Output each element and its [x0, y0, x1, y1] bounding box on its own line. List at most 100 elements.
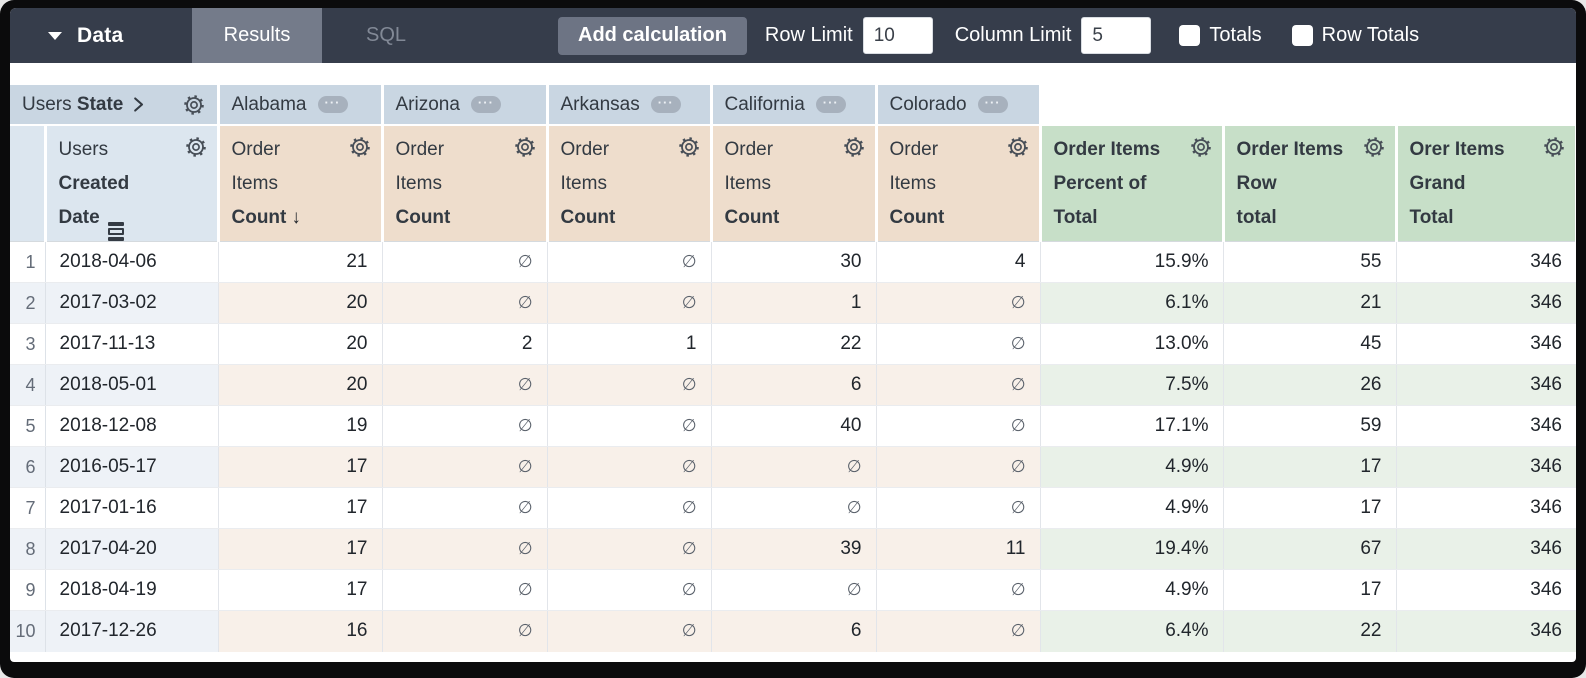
date-cell[interactable]: 2018-12-08: [45, 405, 219, 447]
value-cell[interactable]: 346: [1396, 569, 1576, 611]
value-cell[interactable]: 20: [218, 323, 383, 365]
value-cell[interactable]: ∅: [547, 364, 712, 406]
value-cell[interactable]: 17: [1223, 446, 1397, 488]
date-granularity-icon[interactable]: [107, 222, 124, 241]
column-header-grand-total[interactable]: Orer Items Grand Total: [1396, 125, 1576, 242]
value-cell[interactable]: 4.9%: [1040, 446, 1224, 488]
value-cell[interactable]: 22: [1223, 610, 1397, 652]
value-cell[interactable]: 59: [1223, 405, 1397, 447]
gear-icon[interactable]: [843, 136, 865, 158]
ellipsis-menu-icon[interactable]: ···: [977, 96, 1008, 113]
value-cell[interactable]: ∅: [876, 364, 1041, 406]
value-cell[interactable]: ∅: [876, 487, 1041, 529]
value-cell[interactable]: 55: [1223, 241, 1397, 283]
value-cell[interactable]: 346: [1396, 610, 1576, 652]
value-cell[interactable]: 40: [711, 405, 877, 447]
value-cell[interactable]: 26: [1223, 364, 1397, 406]
value-cell[interactable]: 1: [711, 282, 877, 324]
gear-icon[interactable]: [678, 136, 700, 158]
value-cell[interactable]: ∅: [382, 364, 548, 406]
value-cell[interactable]: 39: [711, 528, 877, 570]
value-cell[interactable]: 45: [1223, 323, 1397, 365]
value-cell[interactable]: ∅: [547, 610, 712, 652]
value-cell[interactable]: 16: [218, 610, 383, 652]
value-cell[interactable]: ∅: [382, 610, 548, 652]
value-cell[interactable]: 20: [218, 364, 383, 406]
value-cell[interactable]: ∅: [876, 282, 1041, 324]
gear-icon[interactable]: [1363, 136, 1385, 158]
value-cell[interactable]: 346: [1396, 323, 1576, 365]
value-cell[interactable]: 4.9%: [1040, 569, 1224, 611]
date-cell[interactable]: 2017-11-13: [45, 323, 219, 365]
gear-icon[interactable]: [1190, 136, 1212, 158]
value-cell[interactable]: 21: [1223, 282, 1397, 324]
value-cell[interactable]: ∅: [876, 610, 1041, 652]
value-cell[interactable]: ∅: [382, 405, 548, 447]
value-cell[interactable]: 19.4%: [1040, 528, 1224, 570]
value-cell[interactable]: 4.9%: [1040, 487, 1224, 529]
value-cell[interactable]: 17: [1223, 569, 1397, 611]
date-cell[interactable]: 2018-04-19: [45, 569, 219, 611]
column-header-order-items-count[interactable]: Order Items Count: [547, 125, 713, 242]
value-cell[interactable]: ∅: [876, 405, 1041, 447]
gear-icon[interactable]: [185, 136, 207, 158]
gear-icon[interactable]: [1543, 136, 1565, 158]
value-cell[interactable]: ∅: [876, 569, 1041, 611]
ellipsis-menu-icon[interactable]: ···: [650, 96, 681, 113]
value-cell[interactable]: ∅: [382, 569, 548, 611]
value-cell[interactable]: ∅: [382, 528, 548, 570]
row-limit-input[interactable]: [862, 17, 933, 54]
row-totals-checkbox[interactable]: [1291, 25, 1313, 46]
value-cell[interactable]: 17: [218, 446, 383, 488]
date-cell[interactable]: 2017-12-26: [45, 610, 219, 652]
value-cell[interactable]: ∅: [547, 487, 712, 529]
value-cell[interactable]: 30: [711, 241, 877, 283]
value-cell[interactable]: 346: [1396, 487, 1576, 529]
value-cell[interactable]: ∅: [711, 446, 877, 488]
value-cell[interactable]: 346: [1396, 405, 1576, 447]
value-cell[interactable]: 15.9%: [1040, 241, 1224, 283]
value-cell[interactable]: 67: [1223, 528, 1397, 570]
value-cell[interactable]: ∅: [382, 241, 548, 283]
value-cell[interactable]: ∅: [547, 282, 712, 324]
totals-checkbox[interactable]: [1179, 25, 1201, 46]
date-cell[interactable]: 2016-05-17: [45, 446, 219, 488]
value-cell[interactable]: 6: [711, 364, 877, 406]
add-calculation-button[interactable]: Add calculation: [558, 16, 747, 55]
ellipsis-menu-icon[interactable]: ···: [470, 96, 501, 113]
value-cell[interactable]: 6: [711, 610, 877, 652]
column-header-percent-of-total[interactable]: Order Items Percent of Total: [1040, 125, 1225, 242]
gear-icon[interactable]: [1007, 136, 1029, 158]
value-cell[interactable]: 17: [218, 528, 383, 570]
value-cell[interactable]: ∅: [711, 487, 877, 529]
row-totals-toggle[interactable]: Row Totals: [1291, 24, 1419, 47]
column-header-order-items-count[interactable]: Order Items Count: [876, 125, 1042, 242]
ellipsis-menu-icon[interactable]: ···: [317, 96, 348, 113]
value-cell[interactable]: 22: [711, 323, 877, 365]
value-cell[interactable]: 17: [218, 569, 383, 611]
ellipsis-menu-icon[interactable]: ···: [815, 96, 846, 113]
value-cell[interactable]: ∅: [876, 446, 1041, 488]
value-cell[interactable]: 6.4%: [1040, 610, 1224, 652]
value-cell[interactable]: ∅: [547, 528, 712, 570]
value-cell[interactable]: 346: [1396, 364, 1576, 406]
value-cell[interactable]: ∅: [382, 446, 548, 488]
date-cell[interactable]: 2017-04-20: [45, 528, 219, 570]
column-header-order-items-count[interactable]: Order Items Count ↓: [218, 125, 384, 242]
value-cell[interactable]: 11: [876, 528, 1041, 570]
value-cell[interactable]: 346: [1396, 241, 1576, 283]
data-section-toggle[interactable]: Data: [10, 8, 192, 63]
value-cell[interactable]: 1: [547, 323, 712, 365]
value-cell[interactable]: 19: [218, 405, 383, 447]
column-header-order-items-count[interactable]: Order Items Count: [711, 125, 878, 242]
date-cell[interactable]: 2018-04-06: [45, 241, 219, 283]
tab-sql[interactable]: SQL: [365, 24, 407, 46]
value-cell[interactable]: 13.0%: [1040, 323, 1224, 365]
column-limit-input[interactable]: [1081, 17, 1152, 54]
value-cell[interactable]: ∅: [547, 405, 712, 447]
value-cell[interactable]: ∅: [547, 446, 712, 488]
value-cell[interactable]: 7.5%: [1040, 364, 1224, 406]
date-cell[interactable]: 2017-03-02: [45, 282, 219, 324]
column-header-row-total[interactable]: Order Items Row total: [1223, 125, 1398, 242]
value-cell[interactable]: ∅: [711, 569, 877, 611]
